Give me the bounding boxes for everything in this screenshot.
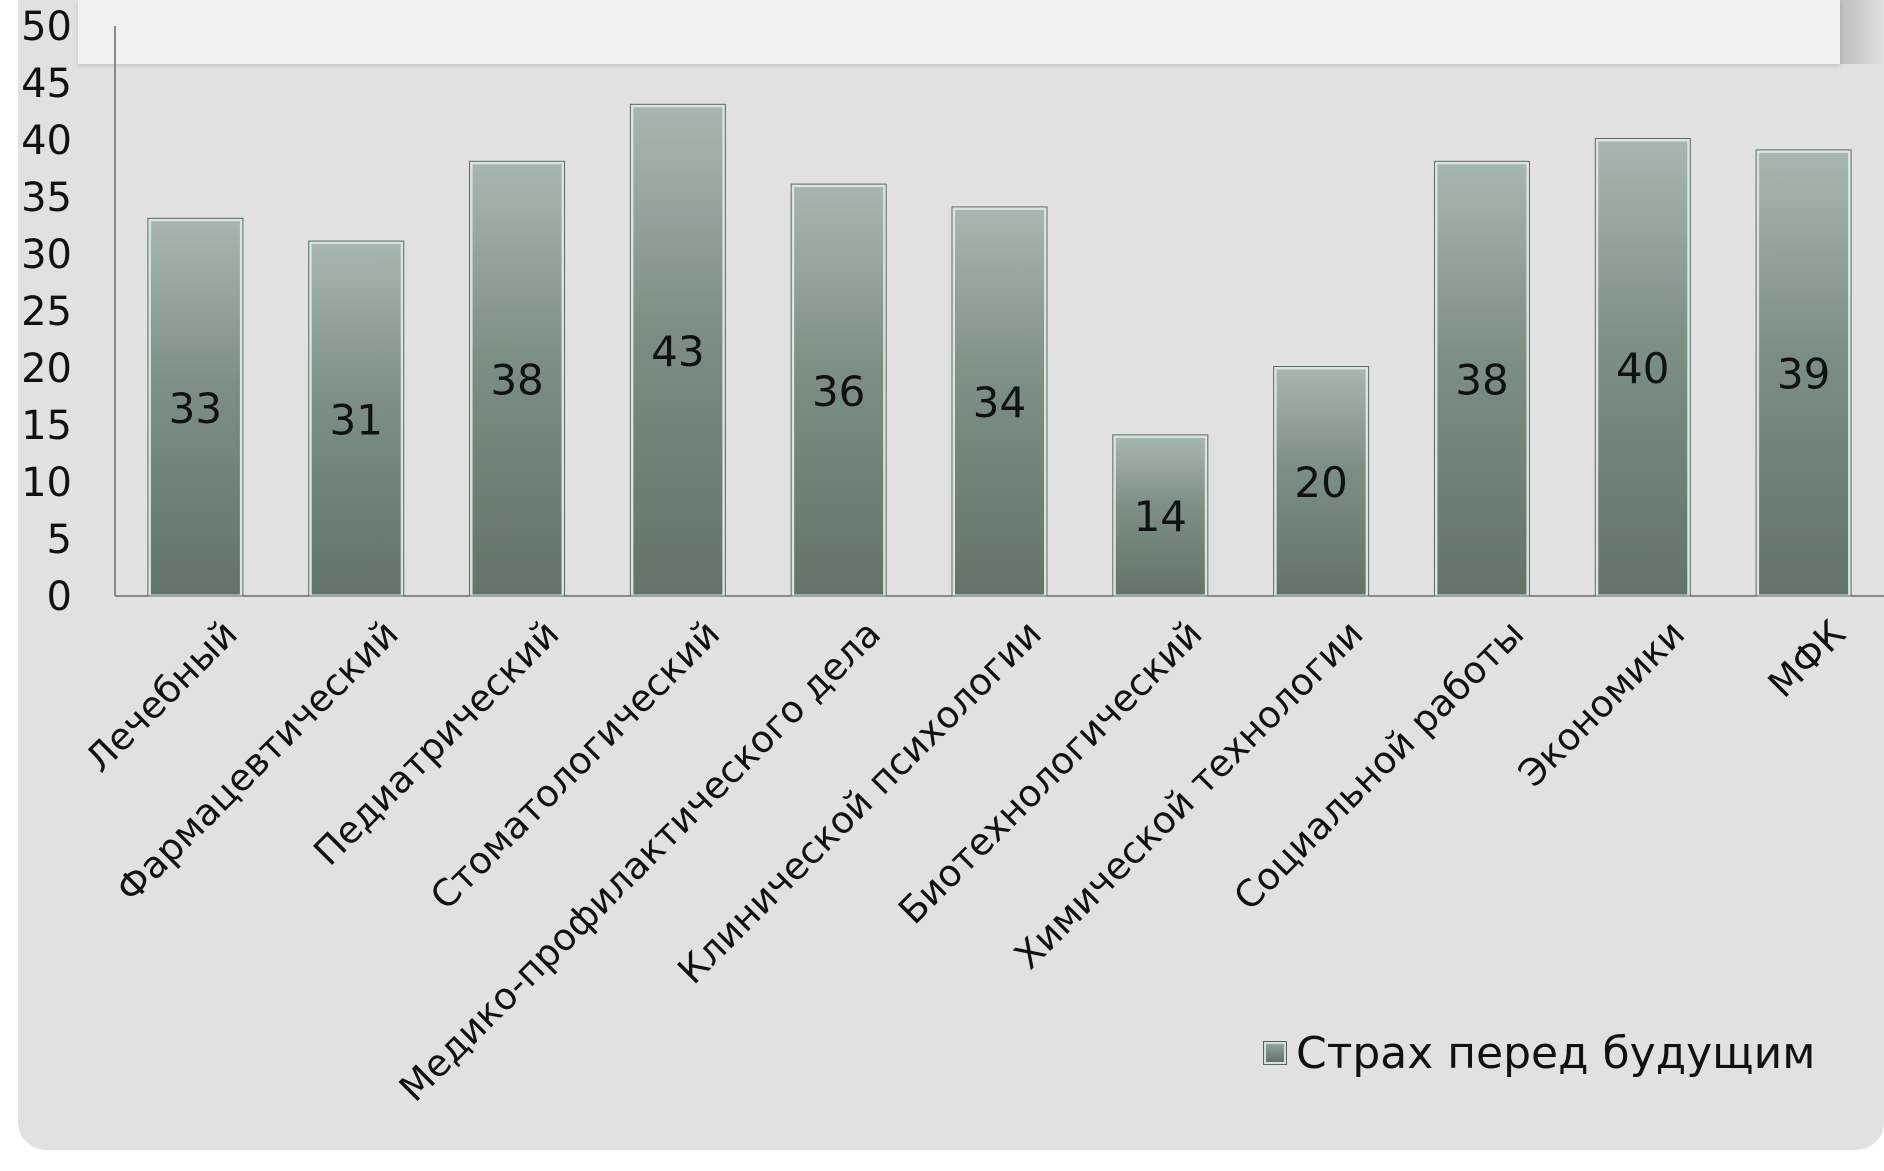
y-tick-label: 45	[21, 61, 72, 107]
bar	[1756, 149, 1852, 598]
bar-outline	[951, 206, 1048, 597]
bar-outline	[1273, 366, 1370, 597]
y-tick-label: 5	[47, 517, 72, 563]
bar-data-label: 39	[1777, 350, 1830, 399]
bars	[147, 103, 1852, 598]
title-strip	[78, 0, 1840, 64]
bar-outline	[629, 103, 726, 597]
y-axis-tick-labels: 0 5 10 15 20 25 30 35 40 45 50	[21, 4, 72, 620]
bar	[308, 241, 404, 598]
bar-outline	[147, 217, 244, 597]
bar	[469, 161, 565, 598]
y-tick-label: 10	[21, 460, 72, 506]
x-tick-label: МФК	[1760, 612, 1854, 706]
bar-outline	[469, 160, 566, 597]
bar-data-label: 38	[490, 355, 543, 404]
y-tick-label: 40	[21, 118, 72, 164]
bar-outline	[1112, 434, 1209, 597]
bar-data-label: 20	[1294, 458, 1347, 507]
bar-outline	[1594, 138, 1691, 597]
title-strip-shadow	[1840, 0, 1884, 64]
bar-data-label: 43	[651, 327, 704, 376]
y-tick-label: 30	[21, 232, 72, 278]
x-tick-label: Лечебный	[77, 612, 246, 781]
bar	[630, 104, 726, 598]
bar	[1595, 138, 1691, 598]
legend-label: Страх перед будущим	[1296, 1027, 1816, 1079]
bar-data-label: 36	[812, 367, 865, 416]
bar-data-label: 33	[169, 384, 222, 433]
x-tick-label: Биотехнологический	[890, 612, 1211, 933]
y-tick-label: 35	[21, 175, 72, 221]
bar	[952, 206, 1047, 598]
x-tick-label: Фармацевтический	[108, 612, 407, 911]
bar-data-label: 40	[1616, 344, 1669, 393]
x-tick-label: Химической технологии	[1006, 612, 1372, 978]
legend-swatch	[1263, 1041, 1287, 1065]
bar-outline	[790, 183, 887, 597]
bar	[1112, 434, 1208, 598]
bar-data-label: 34	[973, 378, 1026, 427]
bar	[1434, 161, 1530, 598]
y-tick-label: 15	[21, 403, 72, 449]
bar-outline	[308, 240, 405, 597]
bar	[1273, 366, 1369, 598]
bar-data-label: 38	[1455, 355, 1508, 404]
x-tick-label: Социальной работы	[1226, 612, 1533, 919]
y-tick-label: 25	[21, 289, 72, 335]
bar	[147, 218, 243, 598]
x-tick-label: Стоматологический	[422, 612, 728, 918]
bar-data-label: 14	[1134, 492, 1187, 541]
y-tick-label: 50	[21, 4, 72, 50]
y-tick-label: 0	[47, 574, 72, 620]
x-tick-label: Экономики	[1510, 612, 1693, 795]
legend: Страх перед будущим	[1263, 1023, 1816, 1083]
bar-outline	[1433, 160, 1530, 597]
data-labels: 33 31 38 43 36 34 14 20 38 40 39	[169, 327, 1831, 541]
bar-data-label: 31	[330, 395, 383, 444]
bar-outline	[1755, 149, 1852, 597]
y-tick-label: 20	[21, 346, 72, 392]
